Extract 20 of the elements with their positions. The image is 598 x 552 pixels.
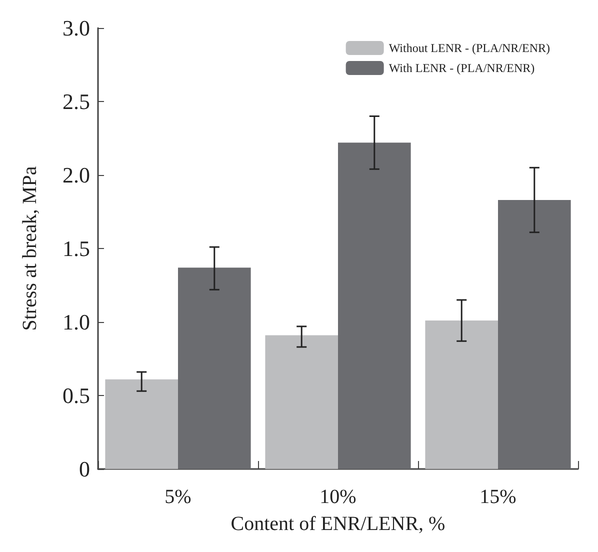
y-tick-label: 3.0 bbox=[62, 16, 90, 40]
legend-label: With LENR - (PLA/NR/ENR) bbox=[388, 61, 535, 75]
y-tick-label: 2.5 bbox=[62, 89, 90, 114]
bar bbox=[425, 320, 498, 469]
x-tick-label: 5% bbox=[164, 486, 192, 508]
bar bbox=[178, 268, 251, 469]
bar bbox=[498, 200, 571, 469]
y-tick-label: 1.5 bbox=[62, 236, 90, 261]
bar bbox=[338, 142, 411, 469]
y-axis-title: Stress at break, MPa bbox=[19, 166, 41, 331]
x-axis-title: Content of ENR/LENR, % bbox=[230, 513, 446, 535]
legend-label: Without LENR - (PLA/NR/ENR) bbox=[388, 41, 550, 55]
x-tick-label: 15% bbox=[480, 486, 516, 508]
bar bbox=[105, 379, 178, 469]
y-tick-label: 1.0 bbox=[62, 310, 90, 334]
bar bbox=[265, 335, 338, 469]
y-tick-label: 0.5 bbox=[62, 383, 90, 408]
y-tick-label: 2.0 bbox=[62, 162, 90, 188]
x-tick-label: 10% bbox=[320, 486, 356, 508]
y-tick-label: 0 bbox=[79, 456, 90, 482]
